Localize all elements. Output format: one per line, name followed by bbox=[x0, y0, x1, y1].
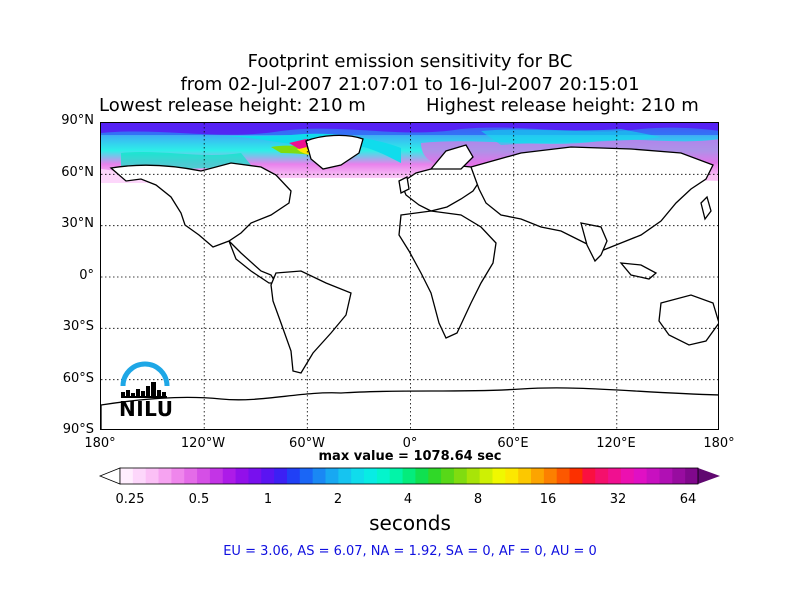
lat-tick-30s: 30°S bbox=[62, 319, 94, 334]
colorbar-outline bbox=[119, 467, 699, 485]
colorbar-cell bbox=[672, 468, 686, 484]
map-canvas bbox=[101, 123, 718, 429]
colorbar-cell bbox=[197, 468, 211, 484]
colorbar-tick-1: 1 bbox=[263, 492, 273, 507]
colorbar-cell bbox=[479, 468, 493, 484]
plot-date-range: from 02-Jul-2007 21:07:01 to 16-Jul-2007… bbox=[180, 74, 640, 95]
colorbar-cell bbox=[466, 468, 481, 484]
lon-tick-180w: 180° bbox=[84, 436, 116, 451]
lon-tick-0: 0° bbox=[402, 436, 418, 451]
colorbar-max-arrow bbox=[698, 468, 720, 484]
nilu-logo-text: NILU bbox=[119, 397, 174, 421]
colorbar-cell bbox=[299, 468, 314, 484]
colorbar-cell bbox=[364, 468, 378, 484]
colorbar-cell bbox=[595, 468, 609, 484]
colorbar-tick-8: 8 bbox=[473, 492, 483, 507]
colorbar-cell bbox=[633, 468, 648, 484]
colorbar-cell bbox=[685, 468, 699, 484]
colorbar-cell bbox=[492, 468, 506, 484]
colorbar-min-arrow bbox=[98, 467, 121, 485]
colorbar-cell bbox=[543, 468, 558, 484]
colorbar-cell bbox=[248, 468, 262, 484]
world-map bbox=[100, 122, 719, 430]
colorbar-cell bbox=[222, 468, 237, 484]
colorbar-cell bbox=[158, 468, 172, 484]
lat-tick-0: 0° bbox=[79, 268, 94, 283]
colorbar-cell bbox=[274, 468, 288, 484]
highest-release-height: Highest release height: 210 m bbox=[426, 95, 699, 116]
colorbar-tick-64: 64 bbox=[679, 492, 697, 507]
lon-tick-120w: 120°W bbox=[180, 436, 226, 451]
colorbar-tick-0.5: 0.5 bbox=[188, 492, 210, 507]
colorbar-cell bbox=[235, 468, 249, 484]
colorbar-tick-2: 2 bbox=[333, 492, 343, 507]
colorbar-cell bbox=[132, 468, 147, 484]
colorbar-cell bbox=[402, 468, 416, 484]
colorbar-cell bbox=[120, 468, 134, 484]
colorbar-cell bbox=[415, 468, 429, 484]
lat-tick-60s: 60°S bbox=[62, 371, 94, 386]
lowest-release-height: Lowest release height: 210 m bbox=[99, 95, 366, 116]
lon-tick-180e: 180° bbox=[703, 436, 735, 451]
max-value-label: max value = 1078.64 sec bbox=[318, 449, 502, 464]
colorbar bbox=[98, 467, 720, 485]
colorbar-tick-16: 16 bbox=[539, 492, 557, 507]
nilu-logo bbox=[120, 361, 170, 398]
colorbar-cell bbox=[441, 468, 455, 484]
colorbar-cell bbox=[659, 468, 673, 484]
colorbar-cell bbox=[351, 468, 365, 484]
colorbar-cell bbox=[428, 468, 442, 484]
colorbar-cell bbox=[312, 468, 327, 484]
colorbar-cell bbox=[620, 468, 635, 484]
graticule bbox=[101, 123, 718, 429]
coastlines bbox=[101, 134, 718, 429]
colorbar-cell bbox=[531, 468, 545, 484]
lon-tick-60w: 60°W bbox=[289, 436, 325, 451]
colorbar-tick-32: 32 bbox=[609, 492, 627, 507]
lat-tick-60n: 60°N bbox=[61, 165, 94, 180]
colorbar-cell bbox=[518, 468, 532, 484]
colorbar-tick-0.25: 0.25 bbox=[115, 492, 145, 507]
colorbar-cell bbox=[608, 468, 622, 484]
colorbar-cell bbox=[261, 468, 275, 484]
colorbar-cell bbox=[505, 468, 519, 484]
colorbar-cell bbox=[376, 468, 391, 484]
lon-tick-120e: 120°E bbox=[596, 436, 636, 451]
colorbar-cell bbox=[646, 468, 660, 484]
colorbar-cell bbox=[389, 468, 404, 484]
colorbar-cell bbox=[338, 468, 352, 484]
lat-tick-30n: 30°N bbox=[61, 216, 94, 231]
region-contributions: EU = 3.06, AS = 6.07, NA = 1.92, SA = 0,… bbox=[223, 544, 597, 559]
colorbar-cell bbox=[556, 468, 571, 484]
lat-tick-90n: 90°N bbox=[61, 113, 94, 128]
colorbar-cell bbox=[325, 468, 339, 484]
colorbar-cell bbox=[209, 468, 224, 484]
colorbar-tick-4: 4 bbox=[403, 492, 413, 507]
colorbar-cell bbox=[171, 468, 185, 484]
colorbar-units: seconds bbox=[369, 511, 451, 535]
colorbar-cell bbox=[145, 468, 160, 484]
lat-tick-90s: 90°S bbox=[62, 422, 94, 437]
colorbar-cell bbox=[286, 468, 301, 484]
colorbar-cell bbox=[453, 468, 468, 484]
colorbar-cell bbox=[184, 468, 198, 484]
lon-tick-60e: 60°E bbox=[497, 436, 529, 451]
colorbar-cell bbox=[569, 468, 583, 484]
colorbar-cell bbox=[582, 468, 596, 484]
plot-title: Footprint emission sensitivity for BC bbox=[247, 51, 573, 72]
